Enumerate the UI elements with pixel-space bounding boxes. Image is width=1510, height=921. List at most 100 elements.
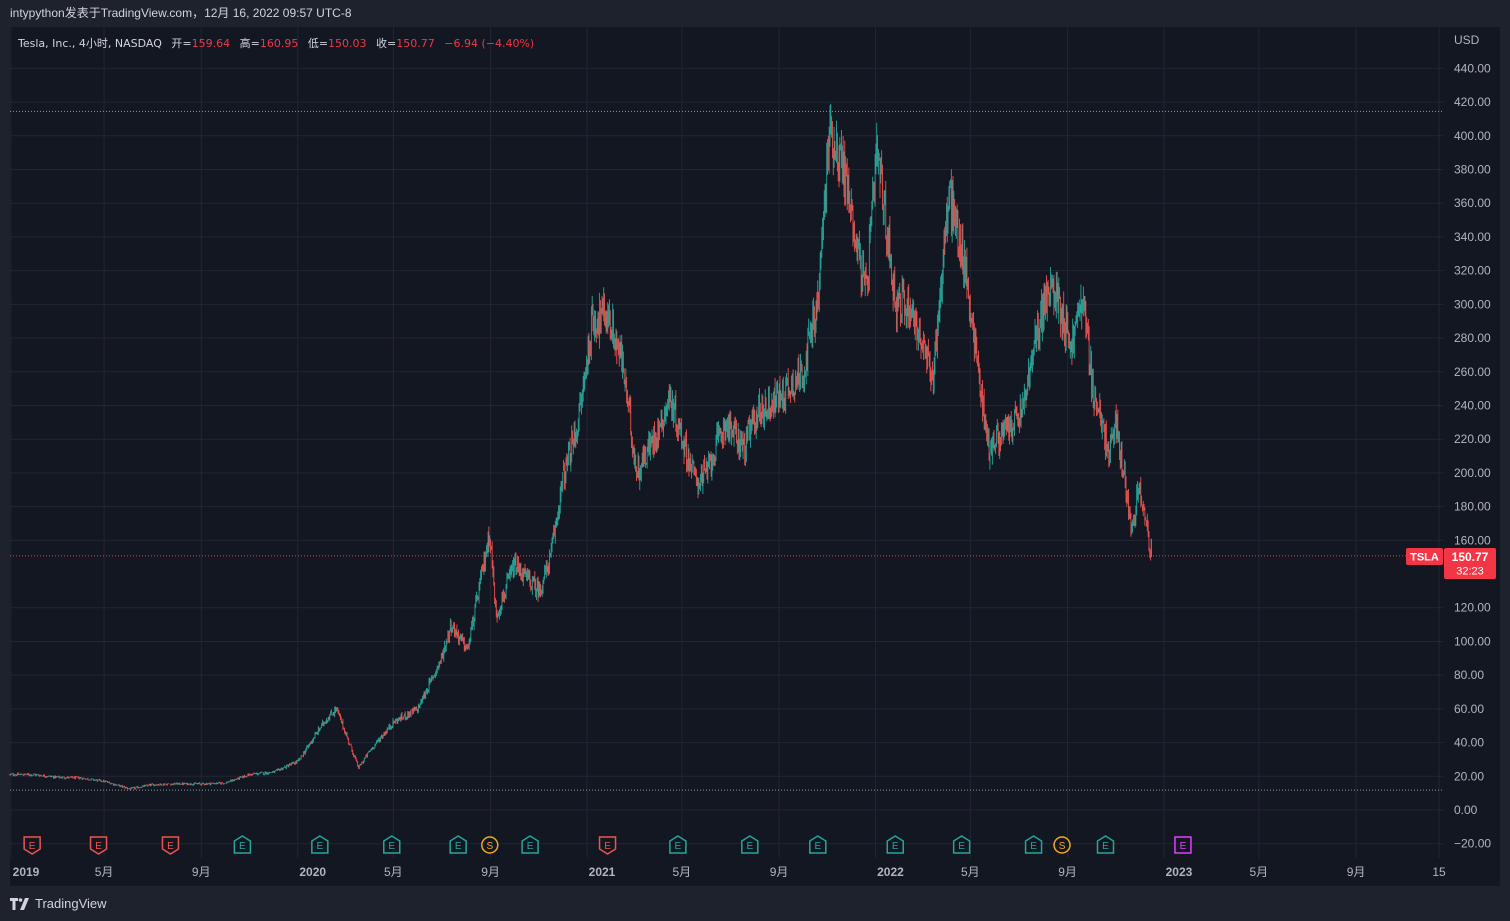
price-chart[interactable]: USD −20.00 0.00 20.00 40.00 60.00 80.00 100.00… xyxy=(0,27,1510,886)
time-axis-background[interactable] xyxy=(10,858,1500,886)
earnings-event-icon[interactable] xyxy=(1096,835,1115,854)
price-tick-label: 380.00 xyxy=(1454,163,1491,177)
open-label: 开= xyxy=(171,37,192,50)
currency-label: USD xyxy=(1454,33,1480,47)
event-label: E xyxy=(95,841,102,852)
price-tick-label: 220.00 xyxy=(1454,432,1491,446)
price-tick-label: 200.00 xyxy=(1454,466,1491,480)
price-axis-background[interactable] xyxy=(1443,27,1500,858)
time-tick-label: 9月 xyxy=(1058,865,1077,879)
event-label: E xyxy=(604,841,611,852)
time-tick-label: 5月 xyxy=(672,865,691,879)
earnings-event-icon[interactable] xyxy=(89,836,108,855)
earnings-event-icon[interactable] xyxy=(23,836,41,855)
price-tick-label: −20.00 xyxy=(1454,837,1491,851)
footer: TradingView xyxy=(0,886,1510,921)
time-tick-label: 9月 xyxy=(1347,865,1366,879)
earnings-event-icon[interactable] xyxy=(521,835,539,854)
brand-name: TradingView xyxy=(35,896,107,911)
split-event-icon[interactable] xyxy=(481,836,499,854)
earnings-event-icon[interactable] xyxy=(161,836,180,855)
price-tag-value: 150.77 xyxy=(1452,550,1489,564)
price-tick-label: 20.00 xyxy=(1454,769,1484,783)
time-tick-label: 5月 xyxy=(961,865,980,879)
candles xyxy=(9,103,1152,790)
price-axis: USD −20.00 0.00 20.00 40.00 60.00 80.00 100.00… xyxy=(1454,33,1491,851)
ticker-tag-label: TSLA xyxy=(1410,552,1439,564)
close-label: 收= xyxy=(376,37,397,50)
publish-line: intypython发表于TradingView.com，12月 16, 202… xyxy=(10,6,352,20)
price-tick-label: 420.00 xyxy=(1454,95,1491,109)
event-label: E xyxy=(814,841,821,852)
price-tick-label: 340.00 xyxy=(1454,230,1491,244)
time-tick-label: 15 xyxy=(1432,865,1446,879)
earnings-event-icon[interactable] xyxy=(886,835,905,854)
event-label: E xyxy=(29,841,36,852)
event-label: E xyxy=(388,841,395,852)
earnings-event-icon[interactable] xyxy=(449,835,467,854)
event-label: E xyxy=(239,841,246,852)
price-tick-label: 400.00 xyxy=(1454,129,1491,143)
earnings-event-icon[interactable] xyxy=(598,836,617,855)
grid xyxy=(10,27,1443,858)
price-tick-label: 240.00 xyxy=(1454,398,1491,412)
price-tick-label: 300.00 xyxy=(1454,297,1491,311)
low-value: 150.03 xyxy=(328,37,367,50)
price-tick-label: 320.00 xyxy=(1454,264,1491,278)
event-label: E xyxy=(892,841,899,852)
time-axis: 2019 5月 9月 2020 5月 9月 2021 5月 9月 2022 5月 9月 2023 5月 9月… xyxy=(13,865,1446,879)
earnings-event-icon[interactable] xyxy=(1024,835,1043,854)
earnings-event-icon[interactable] xyxy=(669,835,687,854)
symbol-description: Tesla, Inc., 4小时, NASDAQ xyxy=(18,37,162,50)
ticker-tag xyxy=(1406,548,1443,565)
time-tick-label: 2020 xyxy=(299,865,326,879)
earnings-event-icon[interactable] xyxy=(383,835,401,854)
bar-countdown: 32:23 xyxy=(1456,566,1484,578)
price-tick-label: 0.00 xyxy=(1454,803,1478,817)
price-tick-label: 180.00 xyxy=(1454,500,1491,514)
tradingview-logo[interactable]: TradingView xyxy=(10,886,107,921)
time-tick-label: 5月 xyxy=(384,865,403,879)
price-tick-label: 160.00 xyxy=(1454,533,1491,547)
time-tick-label: 5月 xyxy=(95,865,114,879)
earnings-event-icon[interactable] xyxy=(952,835,971,854)
close-value: 150.77 xyxy=(396,37,435,50)
price-tick-label: 120.00 xyxy=(1454,601,1491,615)
event-label: E xyxy=(167,841,174,852)
event-label: E xyxy=(527,841,534,852)
price-tick-label: 40.00 xyxy=(1454,736,1484,750)
earnings-event-icon[interactable] xyxy=(741,835,759,854)
time-tick-label: 9月 xyxy=(192,865,211,879)
event-label: S xyxy=(1059,841,1066,852)
event-label: E xyxy=(1180,841,1187,852)
price-tick-label: 360.00 xyxy=(1454,196,1491,210)
time-tick-label: 2021 xyxy=(589,865,616,879)
time-tick-label: 2019 xyxy=(13,865,40,879)
earnings-upcoming-icon[interactable] xyxy=(1174,836,1192,854)
event-label: E xyxy=(1030,841,1037,852)
open-value: 159.64 xyxy=(191,37,231,50)
price-tag xyxy=(1444,548,1496,579)
price-tick-label: 100.00 xyxy=(1454,634,1491,648)
high-value: 160.95 xyxy=(259,37,299,50)
earnings-event-icon[interactable] xyxy=(233,835,252,854)
event-label: E xyxy=(317,841,324,852)
earnings-event-icon[interactable] xyxy=(809,835,827,854)
event-label: E xyxy=(455,841,462,852)
price-tick-label: 80.00 xyxy=(1454,668,1484,682)
last-price-tag: TSLA 150.77 32:23 xyxy=(1406,548,1496,579)
tradingview-logo-icon xyxy=(10,897,29,910)
earnings-event-icon[interactable] xyxy=(311,835,329,854)
symbol-legend: Tesla, Inc., 4小时, NASDAQ 开=159.64 高=160.… xyxy=(18,35,534,51)
split-event-icon[interactable] xyxy=(1053,836,1071,854)
event-label: E xyxy=(958,841,965,852)
price-tick-label: 440.00 xyxy=(1454,61,1491,75)
low-label: 低= xyxy=(307,37,329,50)
price-tick-label: 280.00 xyxy=(1454,331,1491,345)
event-label: E xyxy=(1102,841,1109,852)
event-label: E xyxy=(746,841,753,852)
time-tick-label: 9月 xyxy=(770,865,789,879)
time-tick-label: 5月 xyxy=(1249,865,1268,879)
time-tick-label: 2022 xyxy=(877,865,904,879)
